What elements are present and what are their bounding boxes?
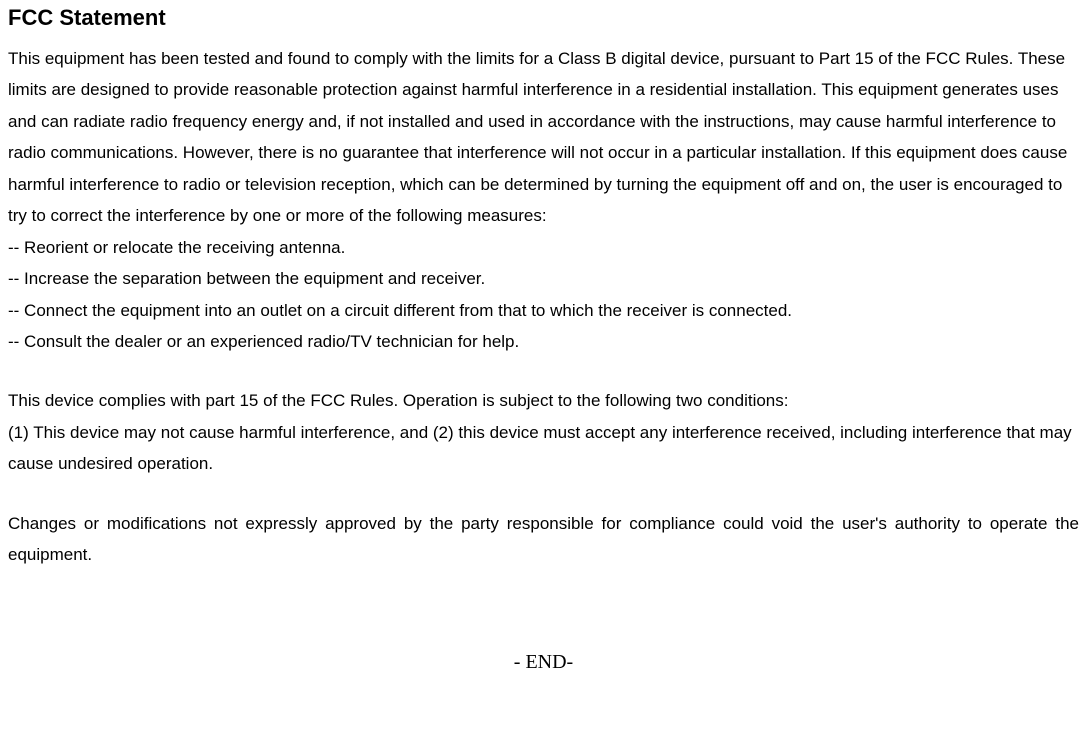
bullet-item-1: -- Reorient or relocate the receiving an…	[8, 232, 1079, 263]
compliance-paragraph-2: (1) This device may not cause harmful in…	[8, 417, 1079, 480]
document-title: FCC Statement	[8, 5, 1079, 31]
bullet-item-2: -- Increase the separation between the e…	[8, 263, 1079, 294]
bullet-item-3: -- Connect the equipment into an outlet …	[8, 295, 1079, 326]
intro-paragraph: This equipment has been tested and found…	[8, 43, 1079, 232]
compliance-paragraph-1: This device complies with part 15 of the…	[8, 385, 1079, 416]
end-marker: - END-	[8, 651, 1079, 674]
bullet-item-4: -- Consult the dealer or an experienced …	[8, 326, 1079, 357]
modifications-paragraph: Changes or modifications not expressly a…	[8, 508, 1079, 571]
